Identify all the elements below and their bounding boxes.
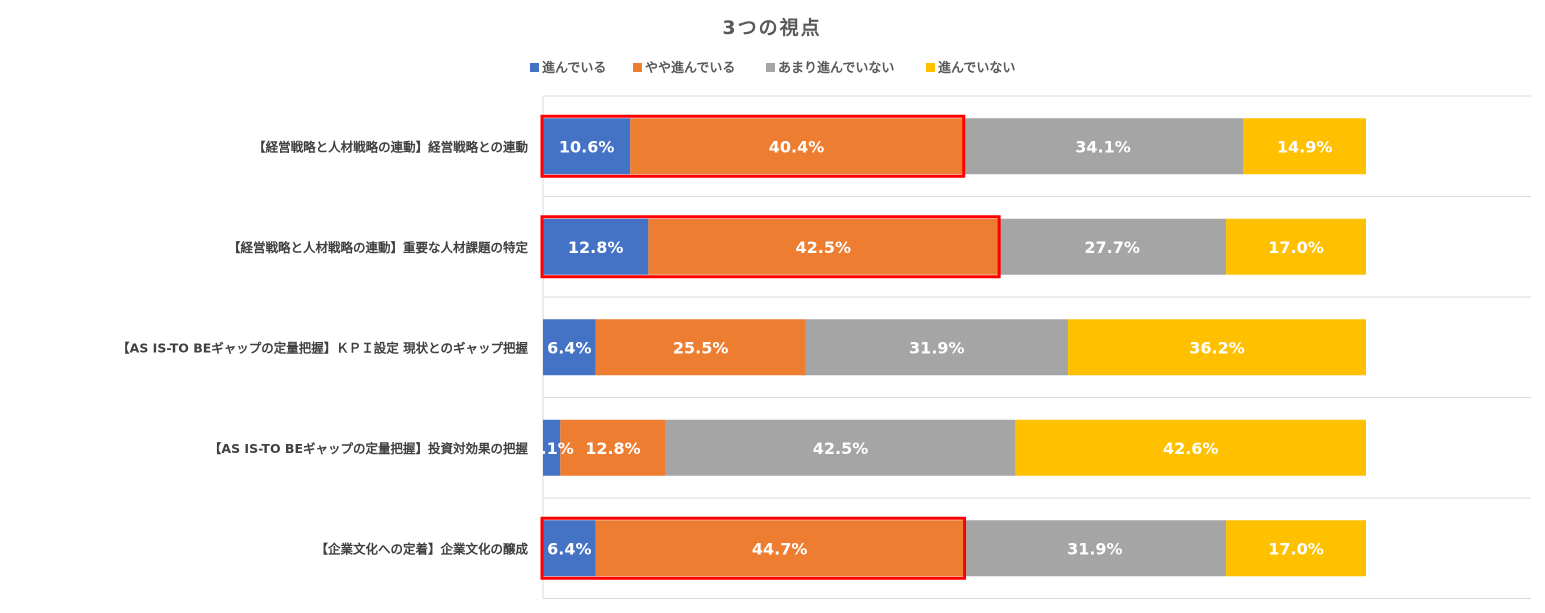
category-label-4: 【企業文化への定着】企業文化の醸成 bbox=[315, 541, 528, 556]
data-label-r0-s3: 14.9% bbox=[1277, 137, 1333, 156]
legend-label-3: 進んでいない bbox=[938, 60, 1015, 76]
highlight-box-0 bbox=[540, 114, 966, 178]
legend-label-1: やや進んでいる bbox=[645, 60, 735, 76]
bar-segment-r1-s2 bbox=[998, 218, 1227, 275]
bar-segment-r2-s2 bbox=[805, 319, 1069, 376]
bar-segment-r4-s2 bbox=[963, 520, 1227, 577]
bars: 10.6% 40.4% 34.1% 14.9% 12.8% 42.5% 27.7% 17.0%… bbox=[529, 118, 1366, 577]
data-label-r1-s3: 17.0% bbox=[1268, 238, 1324, 257]
data-label-r3-s3: 42.6% bbox=[1163, 439, 1219, 458]
data-label-r3-s1: 12.8% bbox=[585, 439, 641, 458]
bar-segment-r0-s1 bbox=[630, 118, 963, 175]
bar-segment-r4-s3 bbox=[1226, 520, 1366, 577]
data-label-r2-s0: 6.4% bbox=[547, 338, 591, 357]
bar-segment-r3-s2 bbox=[665, 419, 1016, 476]
data-label-r4-s0: 6.4% bbox=[547, 539, 591, 558]
bar-segment-r3-s1 bbox=[560, 419, 666, 476]
highlight-box-4 bbox=[540, 516, 967, 580]
gridlines bbox=[542, 95, 1531, 599]
data-label-r0-s2: 34.1% bbox=[1075, 137, 1131, 156]
bar-segment-r1-s0 bbox=[543, 218, 649, 275]
legend-swatch-2 bbox=[766, 63, 775, 72]
legend-label-2: あまり進んでいない bbox=[778, 60, 894, 76]
bar-segment-r1-s3 bbox=[1226, 218, 1366, 275]
category-label-2: 【AS IS-TO BEギャップの定量把握】ＫＰＩ設定 現状とのギャップ把握 bbox=[117, 340, 528, 355]
bar-segment-r4-s1 bbox=[595, 520, 964, 577]
highlight-boxes bbox=[540, 114, 1001, 580]
legend-label-0: 進んでいる bbox=[542, 60, 606, 76]
bar-segment-r0-s3 bbox=[1243, 118, 1366, 175]
data-label-r4-s3: 17.0% bbox=[1268, 539, 1324, 558]
data-label-r3-s2: 42.5% bbox=[813, 439, 869, 458]
data-label-r4-s2: 31.9% bbox=[1067, 539, 1123, 558]
category-labels: 【経営戦略と人材戦略の連動】経営戦略との連動【経営戦略と人材戦略の連動】重要な人… bbox=[117, 139, 528, 556]
data-label-r1-s0: 12.8% bbox=[568, 238, 624, 257]
data-label-r3-s0: 2.1% bbox=[529, 439, 573, 458]
legend-swatch-0 bbox=[530, 63, 539, 72]
data-label-r4-s1: 44.7% bbox=[752, 539, 808, 558]
bar-segment-r0-s0 bbox=[543, 118, 631, 175]
data-label-r2-s1: 25.5% bbox=[673, 338, 729, 357]
legend-swatch-3 bbox=[926, 63, 935, 72]
category-label-0: 【経営戦略と人材戦略の連動】経営戦略との連動 bbox=[253, 139, 528, 154]
bar-segment-r1-s1 bbox=[648, 218, 999, 275]
data-label-r0-s0: 10.6% bbox=[559, 137, 615, 156]
data-label-r0-s1: 40.4% bbox=[769, 137, 825, 156]
bar-segment-r3-s3 bbox=[1015, 419, 1366, 476]
data-label-r1-s2: 27.7% bbox=[1084, 238, 1140, 257]
category-label-3: 【AS IS-TO BEギャップの定量把握】投資対効果の把握 bbox=[209, 441, 529, 456]
bar-segment-r2-s1 bbox=[595, 319, 806, 376]
chart-title: 3つの視点 bbox=[722, 16, 821, 39]
data-label-r2-s3: 36.2% bbox=[1189, 338, 1245, 357]
category-label-1: 【経営戦略と人材戦略の連動】重要な人材課題の特定 bbox=[228, 240, 529, 255]
bar-segment-r0-s2 bbox=[962, 118, 1244, 175]
bar-segment-r2-s3 bbox=[1068, 319, 1366, 376]
bar-segment-r2-s0 bbox=[543, 319, 596, 376]
chart-legend: 進んでいる やや進んでいる あまり進んでいない 進んでいない bbox=[530, 60, 1015, 76]
highlight-box-1 bbox=[540, 215, 1001, 279]
data-label-r1-s1: 42.5% bbox=[795, 238, 851, 257]
legend-swatch-1 bbox=[633, 63, 642, 72]
bar-segment-r3-s0 bbox=[543, 419, 561, 476]
data-label-r2-s2: 31.9% bbox=[909, 338, 965, 357]
bar-segment-r4-s0 bbox=[543, 520, 596, 577]
